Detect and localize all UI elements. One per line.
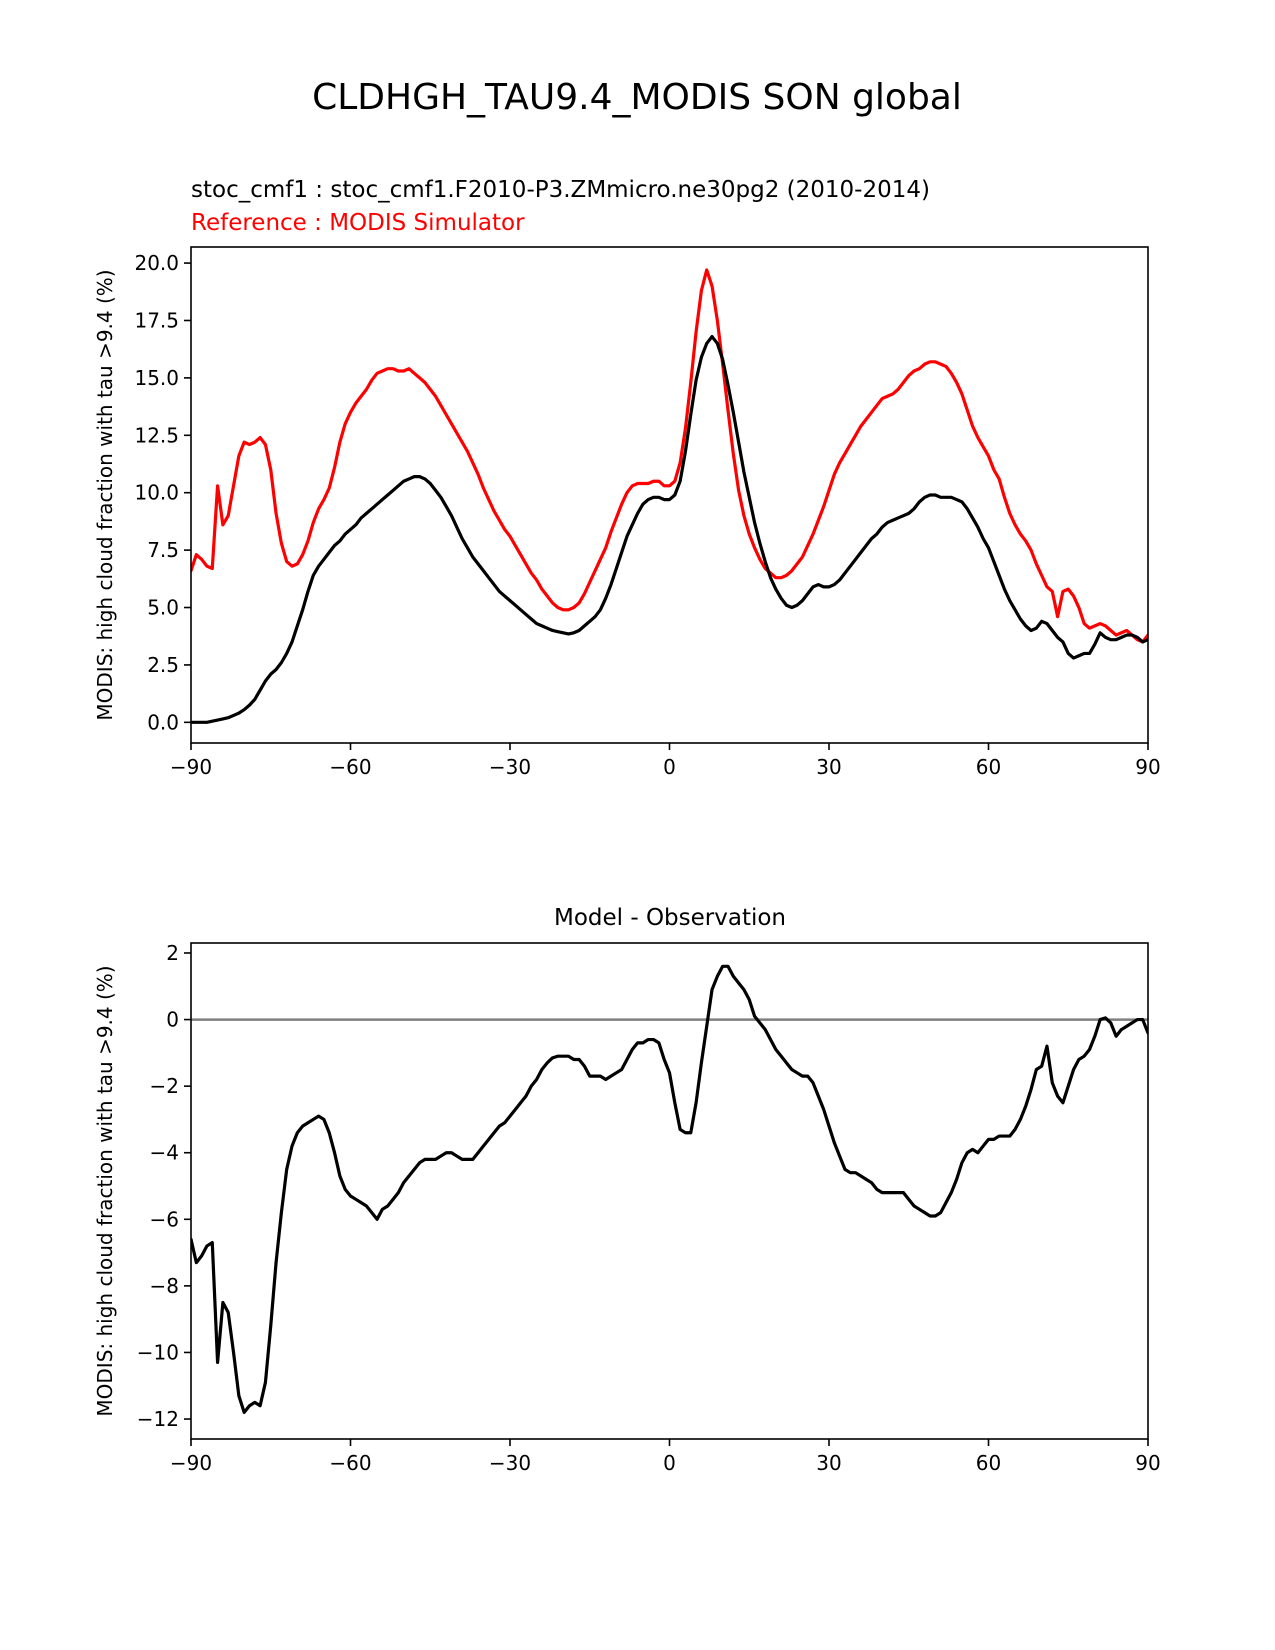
y-tick-label: −10 (137, 1340, 179, 1364)
x-tick-label: 90 (1135, 1451, 1160, 1475)
x-tick-label: −30 (489, 755, 531, 779)
y-tick-label: 12.5 (134, 423, 179, 447)
y-tick-label: 10.0 (134, 481, 179, 505)
y-tick-label: 15.0 (134, 366, 179, 390)
x-tick-label: 30 (816, 755, 841, 779)
x-tick-label: −90 (170, 755, 212, 779)
series-line-reference (191, 268, 1148, 644)
y-tick-label: 2 (166, 941, 179, 965)
x-tick-label: −90 (170, 1451, 212, 1475)
x-tick-label: −30 (489, 1451, 531, 1475)
x-tick-label: 30 (816, 1451, 841, 1475)
top-panel-zonal-mean: −90 −60 −30 0 30 60 90 0.0 2.5 5.0 7.5 10.0 12.5 15.0… (93, 246, 1161, 779)
y-tick-label: −6 (150, 1207, 179, 1231)
y-tick-label: 0.0 (147, 710, 179, 734)
series-line-test (191, 334, 1148, 724)
y-tick-label: 0 (166, 1008, 179, 1032)
x-tick-label: 0 (663, 755, 676, 779)
x-tick-label: 60 (976, 1451, 1001, 1475)
y-tick-label: −8 (150, 1274, 179, 1298)
x-tick-label: −60 (329, 1451, 371, 1475)
y-tick-label: −12 (137, 1407, 179, 1431)
y-tick-label: 17.5 (134, 308, 179, 332)
x-tick-label: 90 (1135, 755, 1160, 779)
x-tick-label: 0 (663, 1451, 676, 1475)
y-axis-label: MODIS: high cloud fraction with tau >9.4… (93, 965, 117, 1416)
y-tick-label: −2 (150, 1074, 179, 1098)
test-case-label: stoc_cmf1 : stoc_cmf1.F2010-P3.ZMmicro.n… (191, 177, 930, 203)
y-tick-label: 2.5 (147, 653, 179, 677)
y-tick-label: 5.0 (147, 596, 179, 620)
y-tick-label: 20.0 (134, 251, 179, 275)
y-tick-label: 7.5 (147, 538, 179, 562)
y-axis-label: MODIS: high cloud fraction with tau >9.4… (93, 269, 117, 720)
bottom-panel-difference: −90 −60 −30 0 30 60 90 −12 −10 −8 −6 −4 −2 0 2 MODIS: h… (93, 941, 1161, 1475)
x-tick-label: −60 (329, 755, 371, 779)
y-tick-label: −4 (150, 1141, 179, 1165)
x-tick-label: 60 (976, 755, 1001, 779)
difference-panel-title: Model - Observation (554, 905, 786, 931)
figure-title: CLDHGH_TAU9.4_MODIS SON global (312, 77, 962, 118)
series-line-difference (191, 964, 1148, 1414)
reference-label: Reference : MODIS Simulator (191, 210, 525, 236)
